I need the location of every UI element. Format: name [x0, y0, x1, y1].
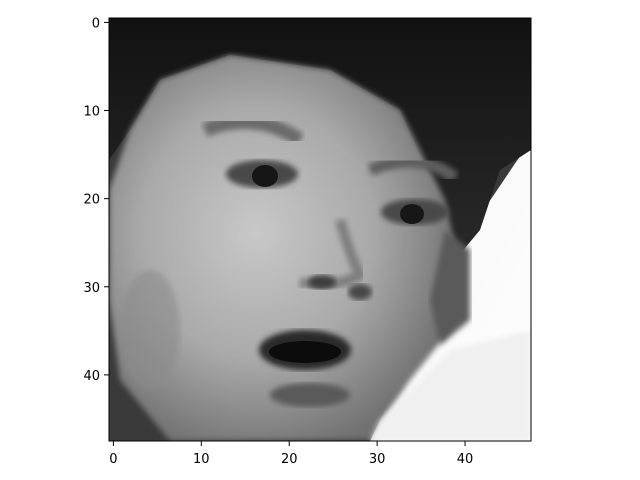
y-axis: 0 10 20 30 40: [83, 16, 109, 384]
x-tick-label: 10: [193, 452, 210, 467]
y-tick-label: 0: [92, 16, 100, 31]
y-tick-label: 30: [83, 281, 100, 296]
y-tick-label: 40: [83, 369, 100, 384]
face-image: [109, 18, 531, 441]
y-tick-label: 10: [83, 105, 100, 120]
y-tick-label: 20: [83, 193, 100, 208]
axes-frame: [108, 17, 532, 442]
x-tick-label: 0: [109, 452, 117, 467]
x-tick-label: 20: [281, 452, 298, 467]
x-tick-label: 30: [369, 452, 386, 467]
x-axis: 0 10 20 30 40: [109, 441, 473, 467]
x-tick-label: 40: [457, 452, 474, 467]
